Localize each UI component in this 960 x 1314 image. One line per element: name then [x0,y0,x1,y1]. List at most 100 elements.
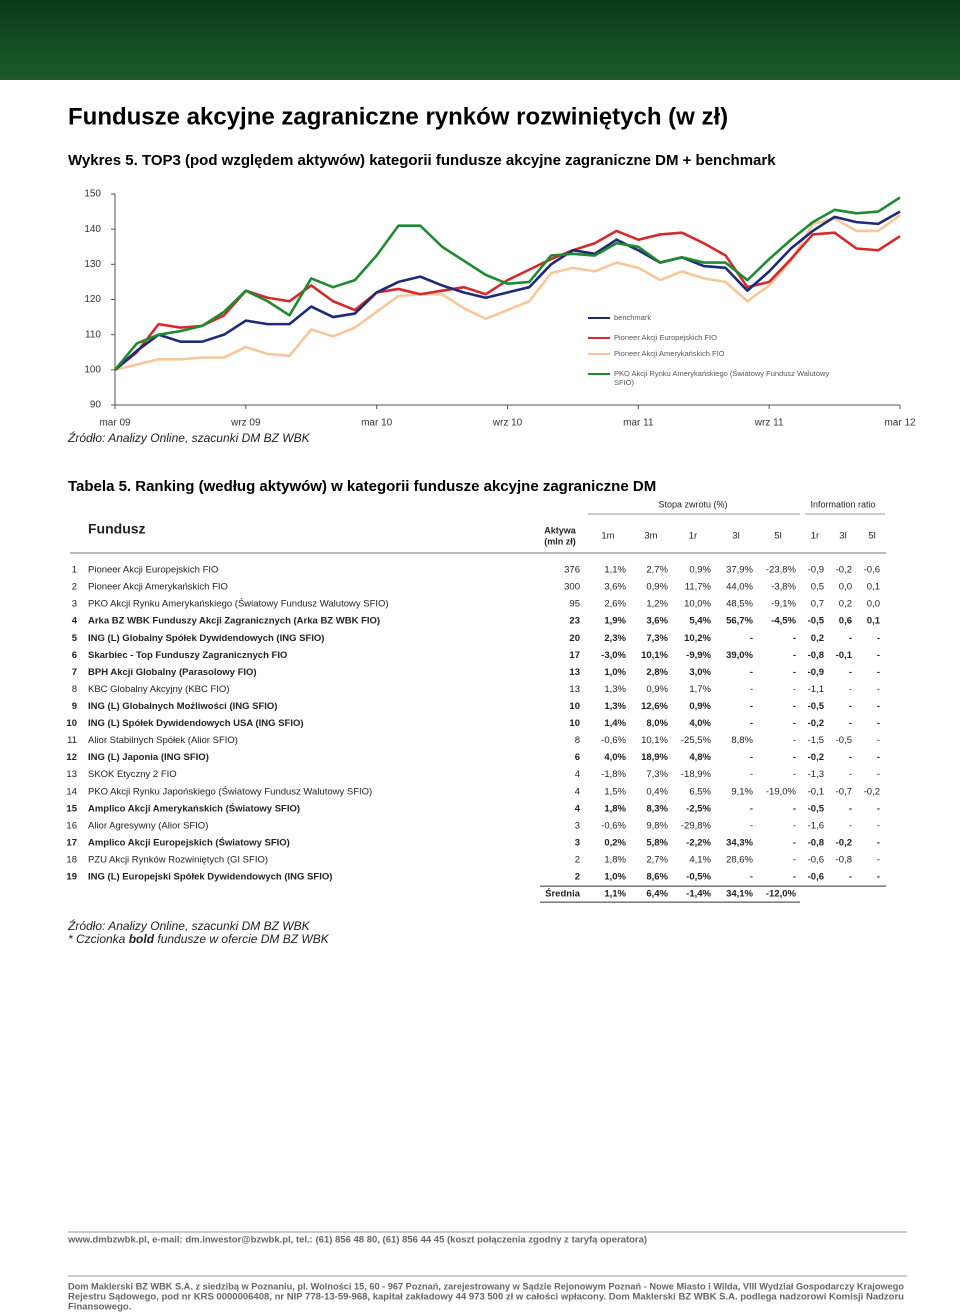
assets: 2 [575,872,580,883]
fund-name: ING (L) Globalny Spółek Dywidendowych (I… [88,633,324,644]
cell: 1,8% [604,855,626,866]
x-tick-label: mar 10 [361,418,393,429]
cell: -9,9% [686,650,711,661]
cell: -0,6% [601,735,626,746]
cell: 0,2 [839,599,852,610]
cell: - [877,803,880,814]
cell: 2,8% [646,667,668,678]
cell: -25,5% [681,735,712,746]
cell: - [793,735,796,746]
row-number: 11 [67,735,77,746]
row-number: 8 [72,684,77,695]
cell: 0,9% [646,684,668,695]
cell: 2,7% [646,855,668,866]
note-bold: bold [129,932,155,946]
cell: 39,0% [726,650,753,661]
cell: -0,2 [836,837,852,848]
column-header: 5l [774,531,781,542]
fund-name: ING (L) Globalnych Możliwości (ING SFIO) [88,701,277,712]
cell: -1,3 [808,769,824,780]
header-band [0,0,960,80]
table-title: Tabela 5. Ranking (według aktywów) w kat… [68,478,656,495]
chart-source: Źródło: Analizy Online, szacunki DM BZ W… [67,430,311,445]
table-note: * Czcionka bold fundusze w ofercie DM BZ… [68,932,330,946]
cell: 7,3% [646,769,668,780]
y-tick-label: 110 [85,329,101,340]
fund-name: SKOK Etyczny 2 FIO [88,769,177,780]
cell: 1,4% [604,718,626,729]
average-cell: 6,4% [646,889,668,900]
footer-legal: Dom Maklerski BZ WBK S.A. z siedzibą w P… [68,1282,904,1293]
x-tick-label: mar 09 [99,418,131,429]
y-tick-label: 150 [84,189,101,200]
cell: - [793,633,796,644]
cell: - [849,769,852,780]
average-cell: -12,0% [766,889,797,900]
assets: 13 [569,684,580,695]
y-tick-label: 130 [84,259,101,270]
cell: 5,4% [689,616,711,627]
cell: -0,1 [836,650,853,661]
cell: 0,2% [604,837,626,848]
group-header: Stopa zwrotu (%) [658,499,727,509]
cell: - [849,684,852,695]
table-source: Źródło: Analizy Online, szacunki DM BZ W… [67,918,311,933]
row-number: 15 [66,803,77,814]
assets: 8 [575,735,580,746]
cell: - [750,667,753,678]
cell: 1,7% [689,684,711,695]
assets: 17 [569,650,580,661]
cell: 48,5% [726,599,753,610]
cell: 10,0% [684,599,711,610]
row-number: 19 [66,872,77,883]
cell: - [877,769,880,780]
cell: - [877,855,880,866]
cell: 0,6 [839,616,852,627]
cell: 0,4% [646,786,668,797]
fund-name: KBC Globalny Akcyjny (KBC FIO) [88,684,229,695]
cell: 0,9% [689,701,711,712]
fund-name: Arka BZ WBK Funduszy Akcji Zagranicznych… [88,616,380,627]
x-tick-label: mar 11 [623,418,654,429]
fund-name: Alior Agresywny (Alior SFIO) [88,820,208,831]
cell: - [877,820,880,831]
cell: - [877,650,880,661]
cell: - [793,837,796,848]
cell: - [750,701,753,712]
series-line [114,210,901,371]
note-part: fundusze w ofercie DM BZ WBK [154,932,330,946]
cell: 3,0% [689,667,711,678]
cell: - [750,872,753,883]
page-title: Fundusze akcyjne zagraniczne rynków rozw… [68,103,728,130]
x-tick-label: mar 12 [884,418,916,429]
row-number: 6 [72,650,77,661]
assets: 6 [575,752,580,763]
legend-label: benchmark [614,313,651,322]
row-number: 9 [72,701,77,712]
cell: - [750,769,753,780]
assets-header: (mln zł) [544,536,576,546]
cell: 0,2 [811,633,824,644]
footer-legal: Finansowego. [68,1302,131,1313]
y-tick-label: 140 [84,224,101,235]
fund-name: Skarbiec - Top Funduszy Zagranicznych FI… [88,650,287,661]
cell: -1,8% [601,769,626,780]
assets: 10 [569,701,580,712]
series-line [114,229,901,371]
fund-name: Pioneer Akcji Amerykańskich FIO [88,582,228,593]
cell: - [877,872,880,883]
cell: - [750,718,753,729]
legend-label-line: SFIO) [614,378,635,387]
assets: 20 [569,633,580,644]
assets: 376 [564,565,580,576]
cell: 44,0% [726,582,753,593]
cell: -0,6 [808,855,824,866]
column-header: 3l [839,531,846,542]
cell: - [877,735,880,746]
footer-legal: Rejestru Sądowego, pod nr KRS 0000006408… [68,1292,904,1303]
assets: 95 [569,599,580,610]
cell: - [750,752,753,763]
cell: -0,5 [808,701,825,712]
row-number: 7 [72,667,77,678]
